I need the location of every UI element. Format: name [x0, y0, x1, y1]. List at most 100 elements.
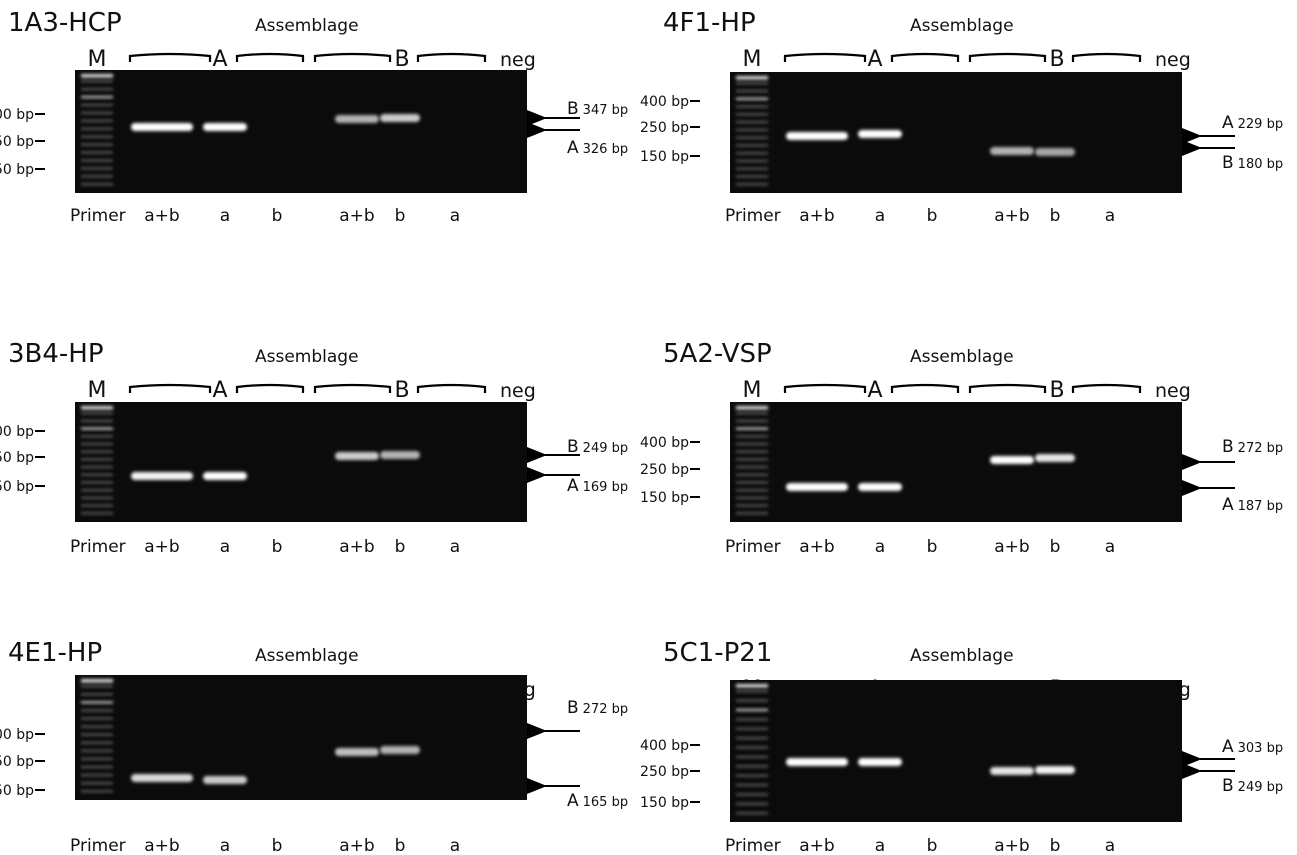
ladder-band [81, 95, 113, 99]
ladder-band [81, 504, 113, 507]
ladder-band [736, 435, 768, 438]
ladder-band [81, 119, 113, 123]
bracket [783, 383, 867, 393]
ladder-label: 250 bp [640, 462, 689, 478]
dna-band [380, 451, 420, 459]
ladder-band [81, 733, 113, 736]
band-label: B 249 bp [567, 437, 628, 457]
lane-group-label: B [394, 47, 409, 72]
primer-name: b [1050, 537, 1061, 557]
lane-group-label: A [212, 378, 227, 403]
ladder-band [736, 488, 768, 492]
dna-band [335, 115, 379, 123]
primer-name: a+b [339, 206, 374, 226]
band-label: A 326 bp [567, 138, 628, 158]
ladder-band [81, 496, 113, 500]
primer-label: Primer [70, 836, 126, 855]
dna-band [203, 472, 247, 480]
dna-band [131, 123, 193, 131]
panel-title: 4E1-HP [8, 638, 102, 668]
primer-label: Primer [725, 206, 781, 226]
band-size: 249 bp [1238, 780, 1283, 795]
primer-name: b [1050, 836, 1061, 855]
panel-title: 4F1-HP [663, 8, 756, 38]
bracket [1071, 383, 1142, 393]
primer-name: b [395, 206, 406, 226]
dna-band [990, 767, 1034, 775]
ladder-label: 400 bp [640, 738, 689, 754]
bracket [890, 52, 960, 62]
ladder-band [736, 793, 768, 796]
band-label: A 165 bp [567, 791, 628, 811]
ladder-label: 250 bp [640, 764, 689, 780]
ladder-band [81, 488, 113, 492]
primer-name: a [1105, 836, 1115, 855]
ladder-band [81, 183, 113, 186]
band-letter: A [1222, 495, 1234, 515]
ladder-band [81, 693, 113, 696]
primer-name: b [272, 537, 283, 557]
band-size: 347 bp [583, 103, 628, 118]
ladder-band [81, 127, 113, 131]
assemblage-label: Assemblage [255, 16, 359, 36]
ladder-band [736, 465, 768, 469]
ladder-band [81, 749, 113, 753]
band-letter: B [1222, 153, 1234, 173]
band-label: A 303 bp [1222, 737, 1283, 757]
ladder-band [81, 412, 113, 415]
primer-name: a [875, 836, 885, 855]
ladder-band [736, 136, 768, 139]
ladder-band [81, 442, 113, 446]
ladder-band [736, 512, 768, 515]
ladder-band [736, 151, 768, 155]
ladder-band [736, 504, 768, 507]
band-size: 326 bp [583, 142, 628, 157]
band-letter: A [1222, 737, 1234, 757]
bracket [416, 383, 487, 393]
ladder-band [81, 679, 113, 683]
ladder-band [736, 802, 768, 806]
ladder-band [736, 496, 768, 500]
band-letter: B [1222, 437, 1234, 457]
ladder-band [81, 790, 113, 793]
ladder-band [736, 175, 768, 178]
lane-group-label: A [867, 378, 882, 403]
ladder-label: 150 bp [640, 795, 689, 811]
bracket [416, 52, 487, 62]
dna-band [1035, 454, 1075, 462]
ladder-band [81, 709, 113, 712]
band-size: 249 bp [583, 441, 628, 456]
primer-name: a+b [799, 537, 834, 557]
ladder-band [81, 435, 113, 438]
ladder-band [736, 128, 768, 132]
band-label: A 187 bp [1222, 495, 1283, 515]
ladder-label: 250 bp [640, 120, 689, 136]
ladder-band [81, 406, 113, 410]
panel-title: 1A3-HCP [8, 8, 122, 38]
ladder-band [736, 120, 768, 124]
band-size: 303 bp [1238, 741, 1283, 756]
dna-band [203, 123, 247, 131]
ladder-band [81, 175, 113, 178]
dna-band [380, 114, 420, 122]
bracket [313, 383, 392, 393]
primer-name: a+b [994, 836, 1029, 855]
ladder-band [736, 774, 768, 777]
ladder-band [736, 159, 768, 163]
band-letter: B [567, 437, 579, 457]
dna-band [335, 748, 379, 756]
ladder-band [81, 717, 113, 720]
band-label: B 272 bp [567, 698, 628, 718]
primer-label: Primer [70, 206, 126, 226]
dna-band [990, 456, 1034, 464]
ladder-band [736, 718, 768, 721]
bracket [968, 383, 1047, 393]
ladder-label: 150 bp [0, 783, 34, 799]
primer-name: a [875, 537, 885, 557]
ladder-band [81, 87, 113, 91]
ladder-band [736, 458, 768, 461]
primer-name: a [450, 206, 460, 226]
primer-name: a [220, 206, 230, 226]
primer-name: a+b [994, 537, 1029, 557]
